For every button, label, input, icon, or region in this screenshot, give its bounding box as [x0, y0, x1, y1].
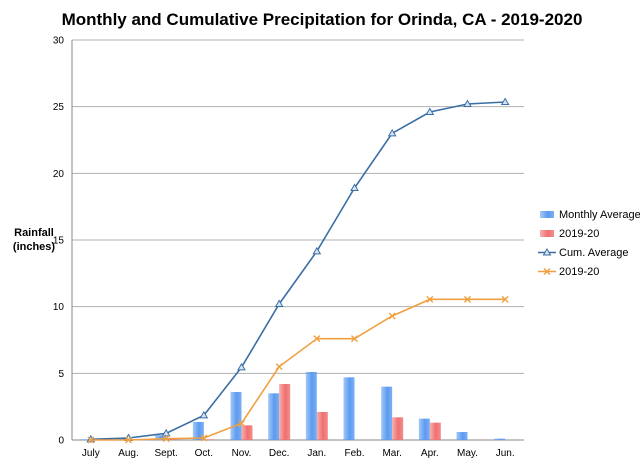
- bar: [305, 372, 317, 440]
- y-tick-labels: 0 5 10 15 20 25 30: [53, 36, 65, 447]
- bar: [343, 377, 355, 440]
- x-tick-label: Mar.: [382, 448, 401, 459]
- point-marker: [161, 428, 171, 437]
- x-tick-label: Feb.: [344, 448, 364, 459]
- gridlines: [71, 39, 524, 441]
- point-marker: [312, 246, 322, 255]
- point-marker: [501, 295, 509, 303]
- point-marker: [199, 410, 209, 419]
- x-tick-label: Jun.: [496, 448, 515, 459]
- y-tick-label: 15: [53, 236, 65, 247]
- line-series-group: [86, 97, 510, 444]
- point-marker: [274, 299, 284, 307]
- x-tick-label: Nov.: [232, 448, 252, 459]
- point-marker: [387, 128, 397, 137]
- y-tick-label: 5: [58, 369, 64, 380]
- x-tick-label: July: [82, 448, 100, 459]
- bar: [192, 422, 204, 440]
- point-marker: [463, 99, 472, 107]
- point-marker: [87, 436, 95, 444]
- legend-swatch: [540, 230, 554, 237]
- point-marker: [238, 419, 245, 427]
- point-marker: [237, 362, 246, 371]
- legend-label: 2019-20: [559, 228, 599, 240]
- legend-label: 2019-20: [559, 266, 599, 278]
- point-marker: [388, 312, 396, 320]
- legend-label: Monthly Average: [559, 209, 640, 221]
- point-marker: [351, 335, 358, 343]
- bar: [316, 412, 328, 440]
- x-tick-label: Aug.: [118, 448, 139, 459]
- x-tick-label: May.: [457, 448, 478, 459]
- point-marker: [425, 107, 435, 115]
- y-axis-label-line-1: Rainfall: [14, 227, 54, 239]
- x-tick-label: Apr.: [421, 448, 439, 459]
- bar: [155, 435, 167, 440]
- legend-swatch: [540, 211, 554, 218]
- bar: [279, 384, 291, 440]
- point-marker: [162, 435, 170, 443]
- legend-label: Cum. Average: [559, 247, 629, 259]
- bar: [392, 417, 404, 440]
- bar-series-group: [79, 372, 506, 440]
- point-marker: [275, 363, 283, 371]
- chart-title: Monthly and Cumulative Precipitation for…: [62, 10, 583, 29]
- x-tick-label: Dec.: [269, 448, 290, 459]
- bar: [429, 422, 441, 440]
- x-tick-label: Jan.: [307, 448, 326, 459]
- bar: [230, 392, 242, 440]
- y-tick-label: 0: [58, 436, 64, 447]
- legend: Monthly Average 2019-20 Cum. Average 2019-2…: [538, 209, 640, 278]
- x-tick-label: Oct.: [195, 448, 213, 459]
- y-axis-label-line-2: (inches): [13, 241, 56, 253]
- y-tick-label: 20: [53, 169, 65, 180]
- point-marker: [125, 436, 132, 444]
- series-line: [90, 298, 506, 441]
- bar: [79, 439, 91, 440]
- point-marker: [500, 97, 510, 105]
- point-marker: [350, 183, 359, 191]
- y-tick-label: 10: [53, 302, 65, 313]
- bar: [418, 418, 430, 440]
- y-tick-label: 25: [53, 102, 65, 113]
- point-marker: [200, 434, 208, 442]
- point-marker: [464, 295, 471, 303]
- bar: [268, 393, 280, 440]
- x-tick-labels: July Aug. Sept. Oct. Nov. Dec. Jan. Feb. Mar. Apr…: [82, 448, 515, 459]
- y-tick-label: 30: [53, 36, 65, 47]
- point-marker: [313, 335, 321, 343]
- bar: [494, 438, 506, 440]
- bar: [456, 432, 468, 440]
- legend-marker: [542, 248, 552, 256]
- bar: [381, 386, 393, 440]
- bar: [241, 425, 253, 440]
- x-tick-label: Sept.: [154, 448, 177, 459]
- bar: [203, 439, 215, 440]
- point-marker: [426, 295, 434, 303]
- legend-marker: [543, 268, 551, 275]
- series-line: [90, 101, 506, 441]
